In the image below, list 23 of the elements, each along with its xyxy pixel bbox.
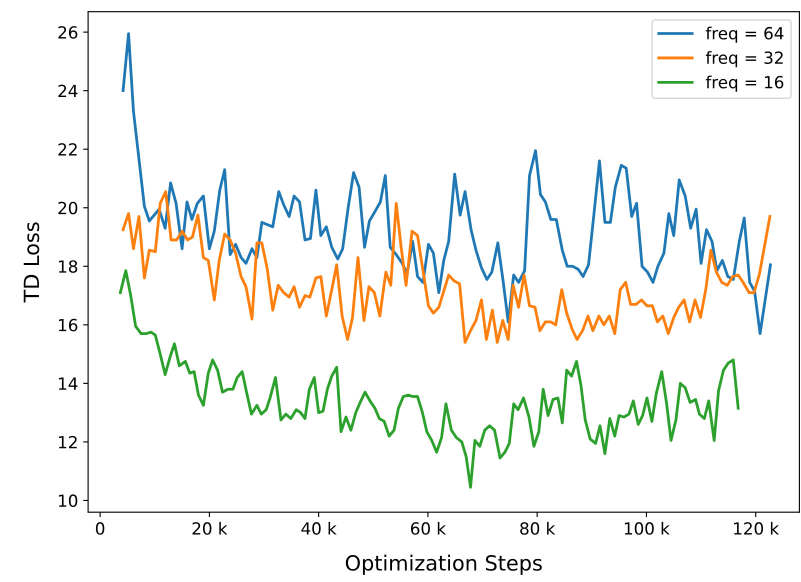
x-tick-label: 0 — [96, 522, 104, 535]
line-series — [118, 269, 740, 489]
x-tick-label: 80 k — [520, 522, 556, 535]
legend-label: freq = 32 — [706, 51, 783, 68]
y-tick-label: 20 — [58, 202, 78, 214]
y-tick-label: 12 — [59, 436, 77, 448]
x-tick-label: 100 k — [624, 522, 670, 535]
y-tick-label: 18 — [59, 260, 78, 273]
y-axis-title: TD Loss — [24, 222, 40, 303]
y-tick-label: 26 — [58, 26, 78, 39]
x-tick-label: 40 k — [301, 522, 337, 535]
x-axis-title: Optimization Steps — [346, 554, 542, 575]
y-tick-label: 22 — [58, 143, 77, 156]
y-tick-label: 16 — [59, 318, 78, 332]
line-series — [122, 190, 772, 344]
legend-label: freq = 16 — [706, 76, 784, 92]
x-tick-label: 20 k — [192, 522, 228, 535]
x-tick-label: 60 k — [410, 522, 446, 535]
y-tick-label: 24 — [58, 84, 78, 97]
y-tick-label: 14 — [59, 378, 78, 390]
legend-label: freq = 64 — [706, 26, 784, 43]
x-tick-label: 120 k — [734, 522, 780, 535]
y-tick-label: 10 — [59, 494, 78, 508]
